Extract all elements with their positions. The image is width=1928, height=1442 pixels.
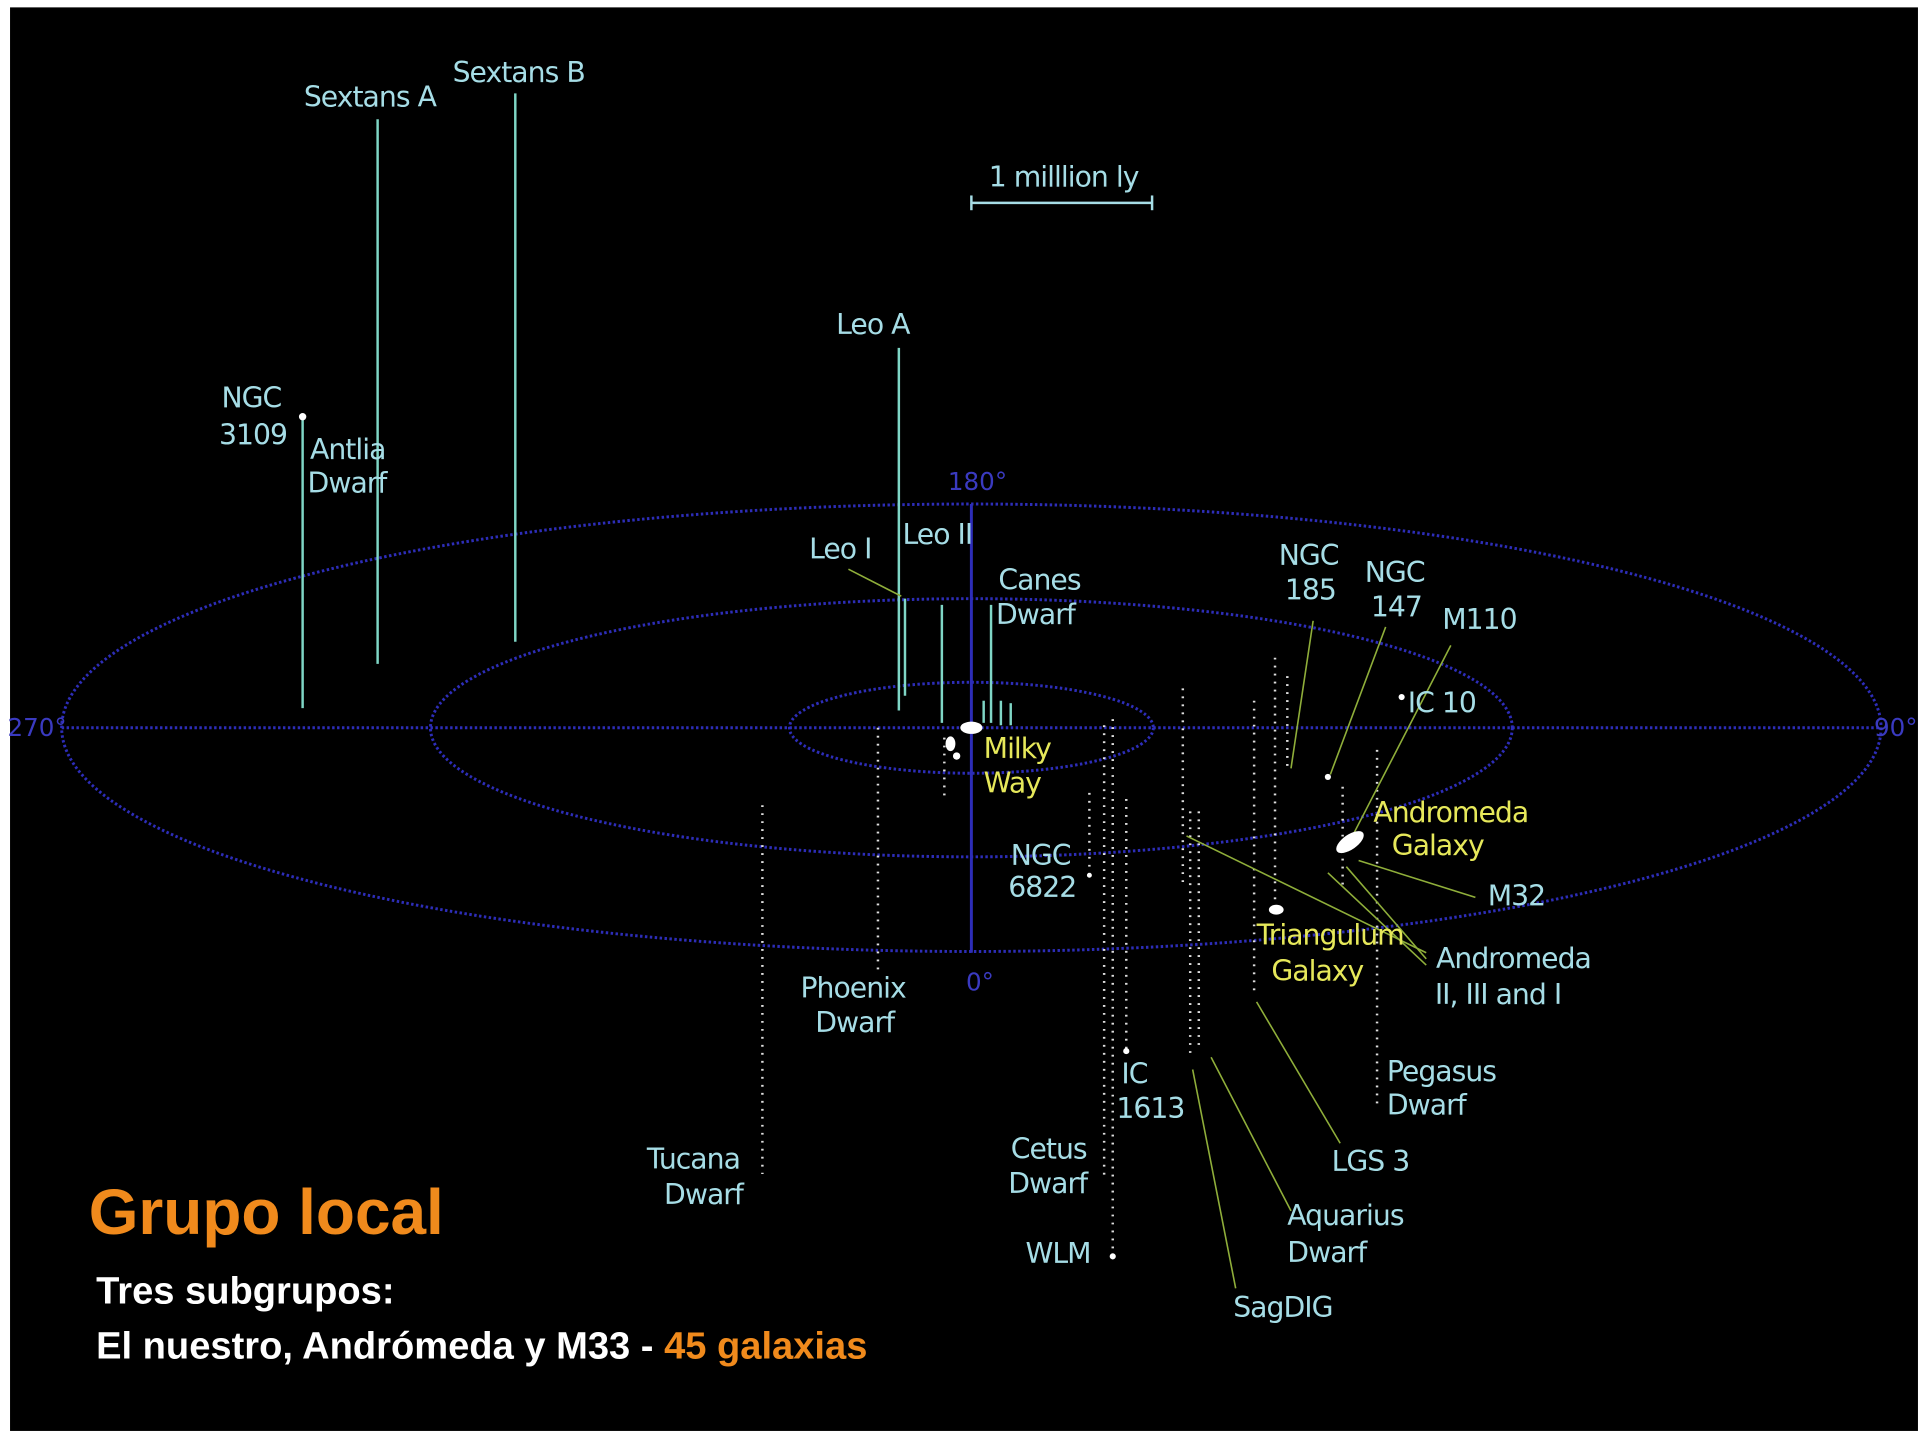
- galaxy-label: Phoenix: [800, 972, 906, 1005]
- dot: [299, 413, 306, 420]
- galaxy-label: Dwarf: [308, 466, 389, 499]
- galaxy-label: 147: [1371, 591, 1422, 624]
- galaxy-label: Andromeda: [1436, 942, 1591, 975]
- galaxy-label: Sextans B: [453, 56, 585, 89]
- dot: [1399, 694, 1405, 700]
- page: Grupo local html,body{margin:0;padding:0…: [0, 0, 1928, 1442]
- shape: [946, 736, 956, 751]
- galaxy-label: NGC: [221, 382, 281, 415]
- galaxy-label: Antlia: [310, 433, 385, 466]
- subtitle-text: El nuestro, Andrómeda y M33 -: [96, 1326, 664, 1368]
- galaxy-label: Dwarf: [664, 1178, 745, 1211]
- galaxy-label: Way: [984, 766, 1041, 799]
- galaxy-label: Andromeda: [1373, 796, 1528, 829]
- galaxy-label: 1613: [1116, 1092, 1184, 1125]
- galaxy-label: 3109: [219, 418, 287, 451]
- scale-label: 1 milllion ly: [989, 160, 1139, 193]
- title: Grupo local: [89, 1176, 444, 1248]
- dot: [1123, 1048, 1129, 1054]
- degree-label: 0°: [966, 967, 994, 996]
- dot: [1325, 774, 1331, 780]
- galaxy-label: 185: [1285, 573, 1336, 606]
- galaxy-label: Leo II: [903, 518, 973, 551]
- galaxy-label: Dwarf: [1287, 1236, 1368, 1269]
- galaxy-label: NGC: [1279, 539, 1339, 572]
- galaxy-label: II, III and I: [1435, 978, 1561, 1011]
- dot: [953, 752, 960, 759]
- galaxy-label: Dwarf: [815, 1006, 896, 1039]
- galaxy-label: IC 10: [1408, 686, 1476, 719]
- subtitle-highlight: 45 galaxias: [664, 1326, 867, 1368]
- galaxy-label: Canes: [998, 563, 1080, 596]
- galaxy-label: LGS 3: [1332, 1145, 1410, 1178]
- galaxy-label: IC: [1121, 1058, 1147, 1091]
- galaxy-label: M32: [1488, 879, 1545, 912]
- galaxy-label: M110: [1442, 603, 1516, 636]
- galaxy-label: Triangulum: [1256, 919, 1404, 952]
- subtitle-line1: Tres subgrupos:: [96, 1270, 394, 1312]
- body: {"title":"Grupo local", "subtitle":{"lin…: [0, 0, 1928, 1442]
- galaxy-label: SagDIG: [1233, 1291, 1332, 1324]
- galaxy-label: Aquarius: [1287, 1199, 1404, 1232]
- galaxy-label: Galaxy: [1271, 954, 1363, 987]
- galaxy-label: Leo A: [836, 308, 911, 341]
- galaxy-label: 6822: [1008, 871, 1076, 904]
- galaxy-label: Leo I: [809, 533, 871, 566]
- galaxy-label: NGC: [1011, 839, 1071, 872]
- degree-label: 90°: [1874, 713, 1918, 742]
- galaxy-label: Cetus: [1011, 1133, 1087, 1166]
- galaxy-label: WLM: [1025, 1237, 1090, 1270]
- galaxy-label: Pegasus: [1387, 1055, 1496, 1088]
- galaxy-label: Tucana: [646, 1142, 740, 1175]
- galaxy-label: Dwarf: [1387, 1088, 1468, 1121]
- subtitle-line2: El nuestro, Andrómeda y M33 - 45 galaxia…: [96, 1326, 867, 1368]
- galaxy-label: NGC: [1365, 556, 1425, 589]
- diagram: 180° 270° 90° 0° 1 milllion ly Sextans A…: [0, 0, 1928, 1442]
- galaxy-label: Sextans A: [304, 80, 438, 113]
- shape: [1269, 905, 1284, 915]
- shape: [960, 722, 982, 734]
- dot: [1110, 1253, 1116, 1259]
- galaxy-label: Dwarf: [1008, 1167, 1089, 1200]
- dot: [1087, 873, 1092, 878]
- degree-label: 270°: [7, 713, 66, 742]
- degree-label: 180°: [948, 467, 1007, 496]
- galaxy-label: Dwarf: [996, 598, 1077, 631]
- galaxy-label: Galaxy: [1392, 829, 1484, 862]
- galaxy-label: Milky: [984, 732, 1052, 765]
